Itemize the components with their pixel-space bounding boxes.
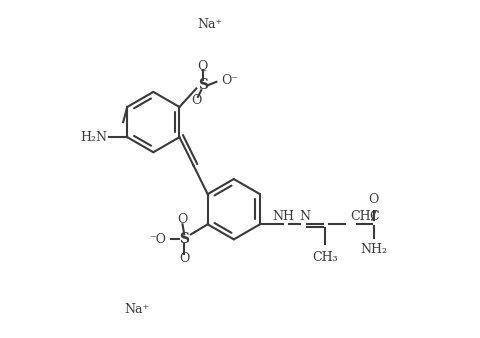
Text: NH: NH — [272, 210, 294, 223]
Text: C: C — [368, 210, 378, 223]
Text: CH₃: CH₃ — [312, 251, 337, 264]
Text: CH₂: CH₂ — [350, 210, 375, 223]
Text: Na⁺: Na⁺ — [197, 18, 222, 31]
Text: O: O — [179, 252, 189, 265]
Text: O⁻: O⁻ — [221, 74, 238, 87]
Text: O: O — [197, 60, 208, 73]
Text: H₂N: H₂N — [80, 131, 107, 144]
Text: O: O — [368, 193, 378, 206]
Text: NH₂: NH₂ — [360, 243, 386, 256]
Text: S: S — [198, 78, 207, 92]
Text: N: N — [299, 210, 310, 223]
Text: ⁻O: ⁻O — [148, 233, 166, 246]
Text: O: O — [192, 94, 202, 107]
Text: Na⁺: Na⁺ — [124, 303, 149, 316]
Text: S: S — [179, 233, 189, 246]
Text: O: O — [177, 214, 187, 226]
